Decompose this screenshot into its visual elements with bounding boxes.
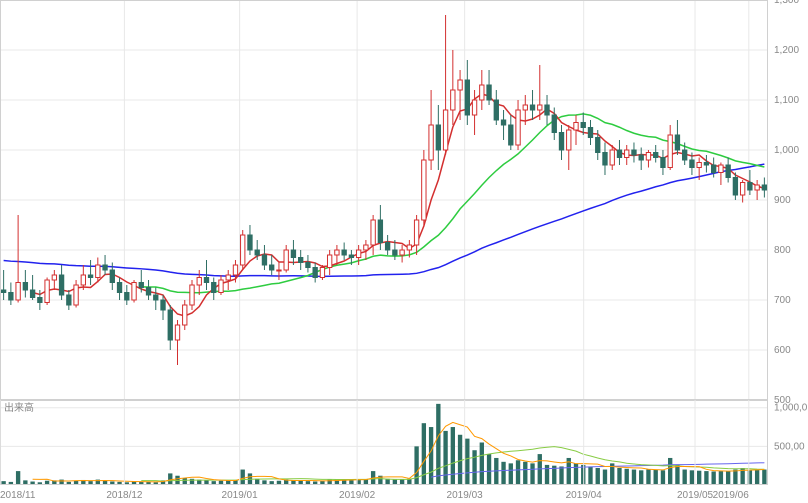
y-vol-tick: 500,00 bbox=[774, 441, 805, 452]
x-tick: 2019/06 bbox=[713, 490, 750, 501]
y-price-tick: 900 bbox=[774, 195, 791, 206]
y-price-tick: 800 bbox=[774, 245, 791, 256]
chart-svg: 5006007008009001,0001,1001,2001,300500,0… bbox=[0, 0, 808, 503]
y-price-tick: 1,200 bbox=[774, 45, 799, 56]
y-price-tick: 600 bbox=[774, 345, 791, 356]
stock-chart: 5006007008009001,0001,1001,2001,300500,0… bbox=[0, 0, 808, 503]
y-price-tick: 1,100 bbox=[774, 95, 799, 106]
y-price-tick: 1,000 bbox=[774, 145, 799, 156]
x-tick: 2019/02 bbox=[339, 490, 376, 501]
y-vol-tick: 1,000,0 bbox=[774, 403, 808, 414]
x-tick: 2018/12 bbox=[106, 490, 143, 501]
x-tick: 2019/04 bbox=[566, 490, 603, 501]
x-tick: 2019/01 bbox=[222, 490, 259, 501]
x-tick: 2018/11 bbox=[0, 490, 36, 501]
volume-label: 出来高 bbox=[4, 401, 34, 414]
y-price-tick: 700 bbox=[774, 295, 791, 306]
y-price-tick: 1,300 bbox=[774, 0, 799, 6]
x-tick: 2019/05 bbox=[677, 490, 714, 501]
x-tick: 2019/03 bbox=[447, 490, 484, 501]
